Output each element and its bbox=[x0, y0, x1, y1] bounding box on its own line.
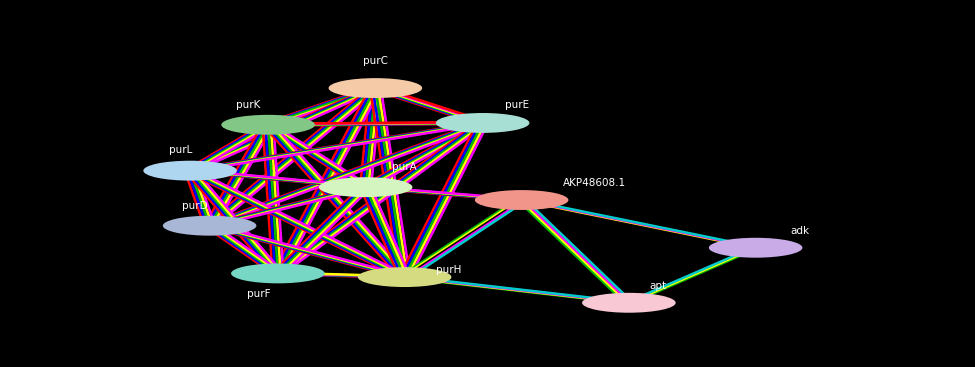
Ellipse shape bbox=[319, 177, 412, 197]
Text: purL: purL bbox=[169, 145, 192, 156]
Text: purE: purE bbox=[505, 99, 528, 110]
Ellipse shape bbox=[329, 78, 422, 98]
Text: AKP48608.1: AKP48608.1 bbox=[564, 178, 626, 189]
Text: purH: purH bbox=[436, 265, 461, 275]
Ellipse shape bbox=[163, 216, 256, 236]
Ellipse shape bbox=[436, 113, 529, 133]
Text: purF: purF bbox=[247, 288, 270, 299]
Ellipse shape bbox=[221, 115, 315, 135]
Ellipse shape bbox=[582, 293, 676, 313]
Ellipse shape bbox=[709, 238, 802, 258]
Text: adk: adk bbox=[790, 226, 809, 236]
Text: apt: apt bbox=[649, 281, 667, 291]
Text: purC: purC bbox=[363, 55, 388, 66]
Ellipse shape bbox=[143, 161, 237, 181]
Ellipse shape bbox=[358, 267, 451, 287]
Ellipse shape bbox=[475, 190, 568, 210]
Text: purA: purA bbox=[392, 162, 417, 172]
Ellipse shape bbox=[231, 264, 325, 283]
Text: purD: purD bbox=[182, 200, 208, 211]
Text: purK: purK bbox=[236, 99, 261, 110]
